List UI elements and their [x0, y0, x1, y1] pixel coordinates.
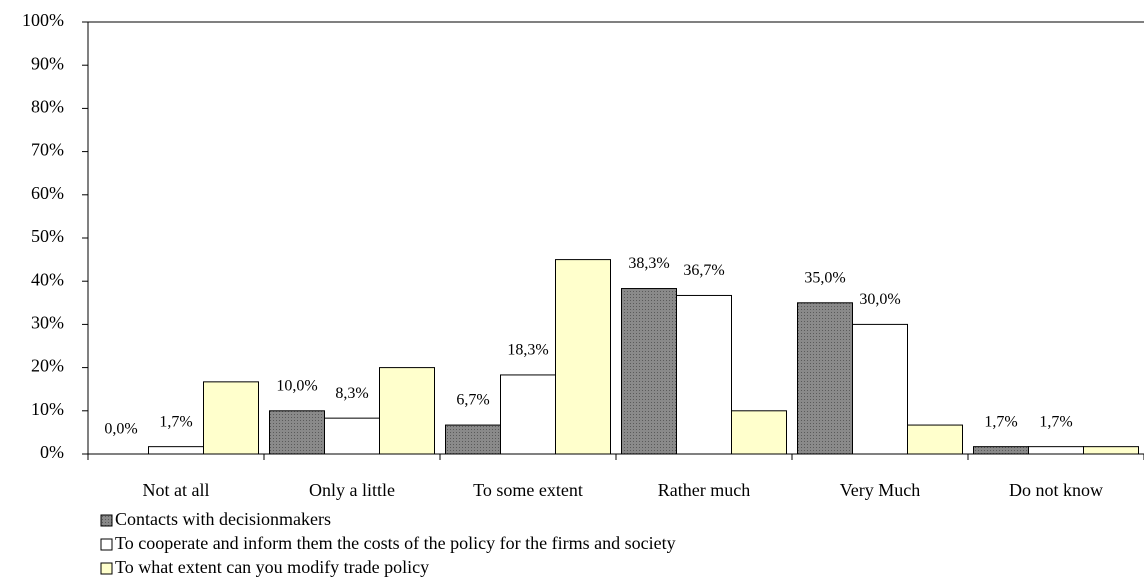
bar [269, 410, 325, 455]
y-tick-label: 100% [22, 10, 64, 30]
y-tick-label: 60% [31, 183, 64, 203]
bar [148, 446, 204, 455]
x-tick-label: Very Much [840, 480, 920, 500]
y-tick-label: 70% [31, 140, 64, 160]
bar [555, 259, 611, 455]
bar [973, 446, 1029, 455]
y-tick-label: 20% [31, 356, 64, 376]
value-label: 6,7% [456, 392, 489, 409]
bar [1028, 446, 1084, 455]
value-label: 36,7% [683, 262, 724, 279]
bar [907, 424, 963, 455]
legend-label: To cooperate and inform them the costs o… [115, 533, 676, 553]
bar [324, 417, 380, 455]
y-tick-label: 0% [40, 442, 64, 462]
y-tick-label: 10% [31, 399, 64, 419]
x-tick-label: Only a little [309, 480, 395, 500]
y-tick-label: 30% [31, 313, 64, 333]
bar [1083, 446, 1139, 455]
bar [500, 374, 556, 455]
legend-swatch [100, 562, 113, 575]
value-label: 10,0% [276, 377, 317, 394]
legend-swatch [100, 514, 113, 527]
y-tick-label: 50% [31, 226, 64, 246]
bar [676, 294, 732, 455]
value-label: 1,7% [984, 413, 1017, 430]
value-label: 0,0% [104, 421, 137, 438]
bar [379, 367, 435, 455]
value-label: 18,3% [507, 342, 548, 359]
value-label: 1,7% [1039, 413, 1072, 430]
y-tick-label: 90% [31, 53, 64, 73]
x-tick-label: Do not know [1009, 480, 1103, 500]
legend-label: To what extent can you modify trade poli… [115, 557, 429, 577]
x-tick-label: To some extent [473, 480, 583, 500]
value-label: 30,0% [859, 291, 900, 308]
bar [797, 302, 853, 455]
bar [203, 381, 259, 455]
value-label: 38,3% [628, 255, 669, 272]
bar [731, 410, 787, 455]
value-label: 1,7% [159, 413, 192, 430]
legend-swatch [100, 538, 113, 551]
value-label: 35,0% [804, 269, 845, 286]
bar [852, 323, 908, 455]
value-label: 8,3% [335, 385, 368, 402]
y-tick-label: 80% [31, 97, 64, 117]
x-tick-label: Not at all [143, 480, 210, 500]
bar [445, 424, 501, 455]
legend-label: Contacts with decisionmakers [115, 509, 331, 529]
bar [621, 288, 677, 455]
x-tick-label: Rather much [658, 480, 750, 500]
y-tick-label: 40% [31, 269, 64, 289]
